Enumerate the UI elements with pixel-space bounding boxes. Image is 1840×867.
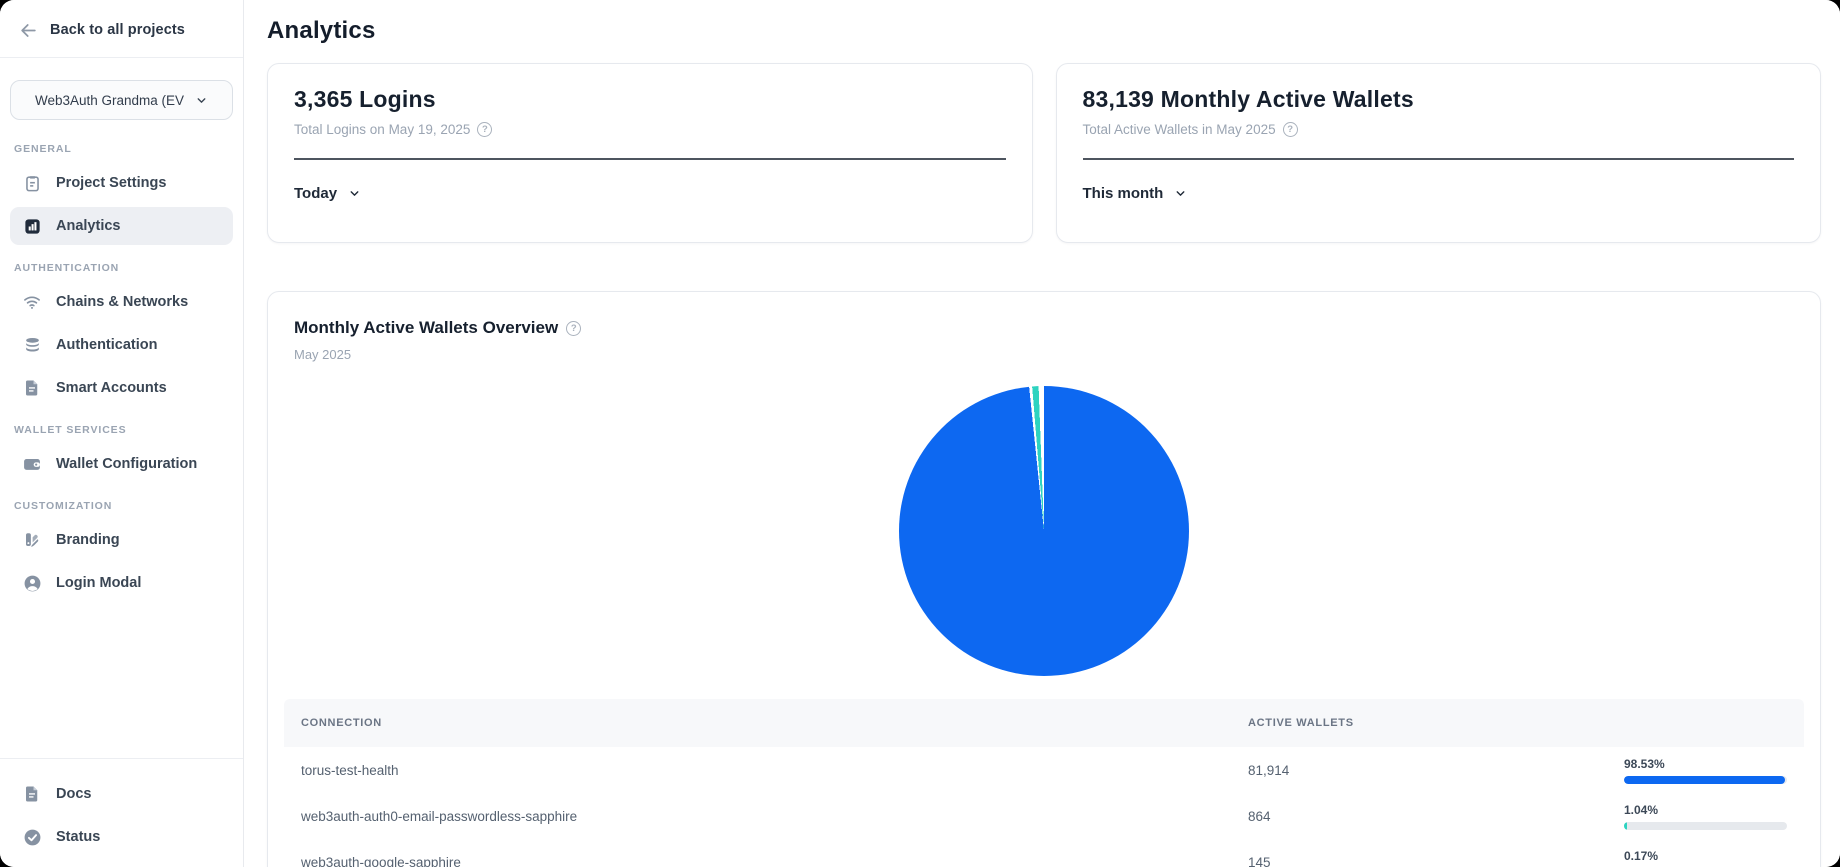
document-icon — [22, 784, 42, 804]
maw-stat-card: 83,139 Monthly Active Wallets Total Acti… — [1055, 63, 1821, 243]
section-label-general: GENERAL — [14, 143, 72, 155]
chevron-down-icon — [1173, 183, 1187, 203]
active-wallets-value: 145 — [1248, 854, 1271, 867]
back-label: Back to all projects — [50, 22, 185, 38]
sidebar-item-login-modal[interactable]: Login Modal — [10, 564, 233, 602]
sidebar-item-label: Branding — [56, 532, 120, 548]
help-icon[interactable]: ? — [566, 320, 582, 336]
table-row: torus-test-health 81,914 98.53% — [284, 747, 1804, 793]
sidebar-item-label: Analytics — [56, 218, 121, 234]
table-row: web3auth-auth0-email-passwordless-sapphi… — [284, 793, 1804, 839]
sidebar-item-wallet-configuration[interactable]: Wallet Configuration — [10, 445, 233, 483]
project-selector[interactable]: Web3Auth Grandma (EV — [10, 80, 233, 120]
sidebar-item-label: Wallet Configuration — [56, 456, 198, 472]
overview-title: Monthly Active Wallets Overview — [294, 318, 559, 337]
pie-chart — [899, 386, 1189, 676]
sidebar-item-label: Status — [56, 829, 101, 845]
sidebar-item-label: Smart Accounts — [56, 380, 167, 396]
maw-value: 83,139 Monthly Active Wallets — [1082, 86, 1414, 112]
overview-subtitle: May 2025 — [294, 347, 352, 362]
back-to-projects-link[interactable]: Back to all projects — [0, 0, 243, 57]
maw-subtitle: Total Active Wallets in May 2025 — [1082, 122, 1276, 137]
connections-table: CONNECTION ACTIVE WALLETS torus-test-hea… — [284, 699, 1804, 867]
sparkline — [1082, 158, 1794, 160]
sidebar-item-branding[interactable]: Branding — [10, 521, 233, 559]
table-header-row: CONNECTION ACTIVE WALLETS — [284, 699, 1804, 747]
divider — [0, 57, 243, 58]
sidebar-item-label: Login Modal — [56, 575, 142, 591]
help-icon[interactable]: ? — [1282, 122, 1298, 137]
sidebar-item-status[interactable]: Status — [10, 818, 233, 856]
section-label-authentication: AUTHENTICATION — [14, 262, 120, 274]
range-label: Today — [294, 184, 338, 202]
arrow-left-icon — [18, 20, 38, 40]
wallet-icon — [22, 454, 42, 474]
check-circle-icon — [22, 827, 42, 847]
connection-name: web3auth-google-sapphire — [301, 854, 461, 867]
chevron-down-icon — [194, 90, 208, 110]
user-circle-icon — [22, 573, 42, 593]
percent-bar — [1624, 775, 1787, 784]
sidebar-item-label: Chains & Networks — [56, 294, 189, 310]
sidebar-nav: GENERAL Project Settings Analytics AUTHE… — [0, 120, 243, 758]
overview-card: Monthly Active Wallets Overview ? May 20… — [267, 291, 1821, 867]
percent-label: 1.04% — [1624, 802, 1659, 817]
table-row: web3auth-google-sapphire 145 0.17% — [284, 839, 1804, 867]
logins-range-dropdown[interactable]: Today — [294, 183, 361, 203]
logins-subtitle: Total Logins on May 19, 2025 — [294, 122, 471, 137]
database-icon — [22, 335, 42, 355]
column-header-active-wallets: ACTIVE WALLETS — [1248, 717, 1354, 729]
help-icon[interactable]: ? — [477, 122, 493, 137]
percent-bar — [1624, 821, 1787, 830]
percent-bar-fill — [1624, 775, 1785, 784]
sidebar-item-label: Authentication — [56, 337, 158, 353]
sidebar-item-smart-accounts[interactable]: Smart Accounts — [10, 369, 233, 407]
connection-name: web3auth-auth0-email-passwordless-sapphi… — [301, 808, 578, 824]
sidebar-item-project-settings[interactable]: Project Settings — [10, 164, 233, 202]
percent-bar-fill — [1624, 821, 1627, 830]
percent-label: 0.17% — [1624, 848, 1659, 863]
logins-value: 3,365 Logins — [294, 86, 436, 112]
document-icon — [22, 378, 42, 398]
project-selector-value: Web3Auth Grandma (EV — [34, 92, 185, 108]
column-header-connection: CONNECTION — [301, 717, 382, 729]
sidebar-item-analytics[interactable]: Analytics — [10, 207, 233, 245]
chevron-down-icon — [347, 183, 361, 203]
section-label-wallet-services: WALLET SERVICES — [14, 424, 127, 436]
percent-label: 98.53% — [1624, 756, 1665, 771]
bar-chart-icon — [22, 216, 42, 236]
stat-cards-row: 3,365 Logins Total Logins on May 19, 202… — [267, 63, 1821, 243]
active-wallets-value: 864 — [1248, 808, 1271, 824]
section-label-customization: CUSTOMIZATION — [14, 500, 113, 512]
sparkline — [294, 158, 1006, 160]
sidebar-item-chains-networks[interactable]: Chains & Networks — [10, 283, 233, 321]
swatch-icon — [22, 530, 42, 550]
connection-name: torus-test-health — [301, 762, 399, 778]
active-wallets-value: 81,914 — [1248, 762, 1290, 778]
wifi-icon — [22, 292, 42, 312]
sidebar-item-docs[interactable]: Docs — [10, 775, 233, 813]
logins-stat-card: 3,365 Logins Total Logins on May 19, 202… — [267, 63, 1033, 243]
page-title: Analytics — [267, 17, 376, 44]
maw-range-dropdown[interactable]: This month — [1083, 183, 1188, 203]
sidebar-item-authentication[interactable]: Authentication — [10, 326, 233, 364]
sidebar: Back to all projects Web3Auth Grandma (E… — [0, 0, 244, 867]
sidebar-item-label: Project Settings — [56, 175, 167, 191]
range-label: This month — [1082, 184, 1164, 202]
main-content: Analytics 3,365 Logins Total Logins on M… — [244, 0, 1840, 867]
clipboard-icon — [22, 173, 42, 193]
sidebar-item-label: Docs — [56, 786, 92, 802]
sidebar-footer: Docs Status — [0, 758, 243, 867]
